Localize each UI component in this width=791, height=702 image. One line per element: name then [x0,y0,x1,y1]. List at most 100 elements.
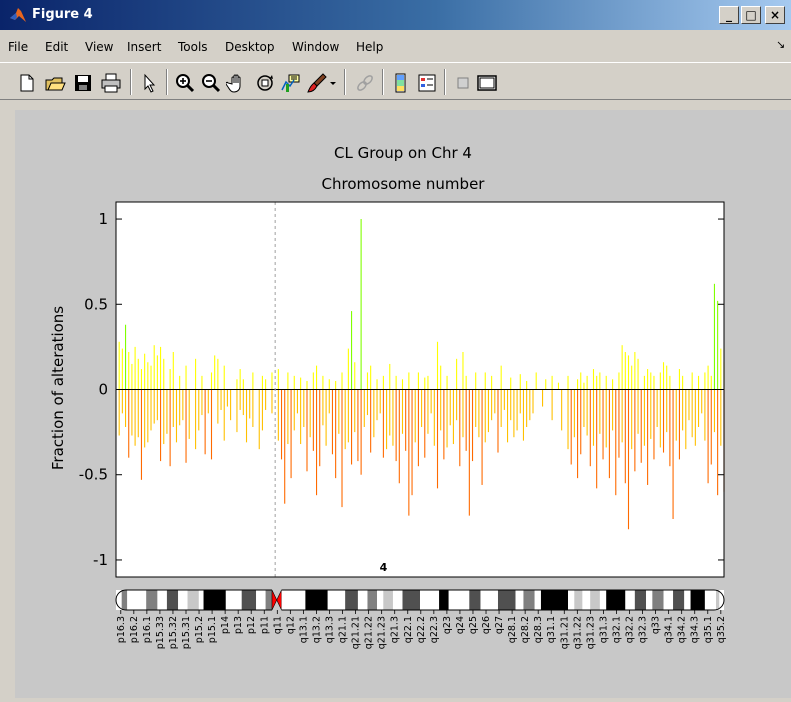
maximize-button[interactable]: □ [741,6,761,24]
band-label: q32.1 [611,616,622,643]
ideogram-band [392,590,403,610]
ideogram-band [606,590,626,610]
band-label: q21.22 [364,616,375,649]
chromosome-ideogram[interactable] [115,589,725,611]
band-label: p15.31 [181,616,192,649]
toolbar-separator [166,69,168,95]
colorbar-icon[interactable] [390,72,412,94]
menu-desktop[interactable]: Desktop [225,40,275,54]
toolbar-separator [344,69,346,95]
link-plot-icon[interactable] [354,72,376,94]
figure-canvas[interactable]: CL Group on Chr 4 Chromosome number Frac… [15,110,791,698]
open-file-icon[interactable] [44,72,66,94]
pan-hand-icon[interactable] [226,72,248,94]
ideogram-band [121,590,128,610]
ideogram-band [225,590,242,610]
window-title: Figure 4 [32,7,93,22]
ideogram-band [515,590,524,610]
ideogram-band [420,590,440,610]
menu-help[interactable]: Help [356,40,384,54]
menu-insert[interactable]: Insert [127,40,162,54]
chromosome-number-label: 4 [380,561,388,574]
band-label: p13 [233,616,244,634]
legend-icon[interactable] [416,72,438,94]
ideogram-band [590,590,600,610]
menu-view[interactable]: View [85,40,114,54]
ideogram-band [166,590,179,610]
ideogram-band [652,590,664,610]
band-label: q25 [468,616,479,634]
select-arrow-icon[interactable] [138,72,160,94]
dock-arrow-icon[interactable]: ↘ [776,38,786,51]
ideogram-outline-q [281,589,725,611]
ideogram-band [480,590,498,610]
band-label: q21.23 [377,616,388,649]
ideogram-band [448,590,470,610]
zoom-out-icon[interactable] [200,72,222,94]
ideogram-band [203,590,226,610]
show-plot-tools-icon[interactable] [476,72,498,94]
new-file-icon[interactable] [16,72,38,94]
y-tick-label: 0.5 [84,295,108,313]
y-ticks: -1 -0.5 0 0.5 1 [79,210,724,569]
band-label: p15.33 [155,616,166,649]
close-button[interactable]: × [765,6,785,24]
y-tick-label: -0.5 [79,466,108,484]
band-label: q34.2 [677,616,688,643]
ideogram-band [690,590,705,610]
ideogram-band [157,590,167,610]
save-icon[interactable] [72,72,94,94]
band-label: q28.1 [507,616,518,643]
chart-subtitle: Chromosome number [322,175,486,193]
hide-plot-tools-icon[interactable] [452,72,474,94]
ideogram-band [357,590,368,610]
ideogram-band [704,590,717,610]
band-label: q34.1 [664,616,675,643]
ideogram-band [439,590,449,610]
menu-file[interactable]: File [8,40,29,54]
print-icon[interactable] [100,72,122,94]
title-bar[interactable]: Figure 4 _ □ × [0,0,791,30]
minimize-button[interactable]: _ [719,6,739,24]
band-label: q26 [481,616,492,634]
y-tick-label: -1 [93,551,108,569]
band-label: q11 [272,616,283,634]
band-label: q21.21 [351,616,362,649]
ideogram-band [383,590,393,610]
rotate-3d-icon[interactable] [254,72,276,94]
band-label: q13.3 [324,616,335,643]
menu-window[interactable]: Window [292,40,340,54]
y-axis-label: Fraction of alterations [49,306,67,470]
band-label: q31.1 [546,616,557,643]
ideogram-band [265,590,272,610]
toolbar [0,62,791,100]
band-label: q34.3 [690,616,701,643]
brush-icon[interactable] [306,72,328,94]
ideogram-band [402,590,420,610]
band-label: q24 [455,616,466,634]
band-label: q32.3 [638,616,649,643]
band-label: p16.2 [129,616,140,643]
band-label: q12 [285,616,296,634]
band-label: q27 [494,616,505,634]
menu-tools[interactable]: Tools [178,40,208,54]
band-label: q31.22 [572,616,583,649]
ideogram-band [574,590,583,610]
ideogram-band [673,590,685,610]
ideogram-band [568,590,575,610]
dropdown-arrow-icon[interactable] [328,72,338,94]
ideogram-band [281,590,306,610]
band-label: q31.21 [559,616,570,649]
ideogram-band [719,590,724,610]
band-label: q35.2 [716,616,727,643]
ideogram-band [540,590,569,610]
toolbar-separator [444,69,446,95]
data-cursor-icon[interactable] [280,72,302,94]
band-label: q22.1 [403,616,414,643]
zoom-in-icon[interactable] [174,72,196,94]
ideogram-band [599,590,607,610]
menu-edit[interactable]: Edit [45,40,69,54]
band-label: p16.3 [116,616,127,643]
band-label: q21.3 [390,616,401,643]
